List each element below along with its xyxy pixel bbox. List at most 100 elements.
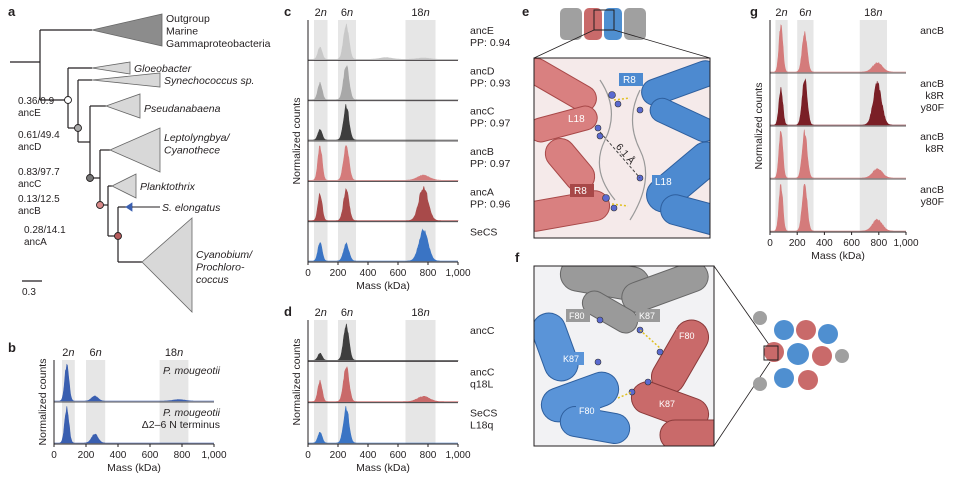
clade-label: Prochloro- [196,262,245,274]
series-histogram [770,78,906,126]
clade-outgroup [91,13,163,47]
node-support: 0.83/97.7 [18,167,60,178]
x-tick-label: 800 [870,238,887,249]
series-label: k8R [925,143,944,155]
oligomer-label: 6n [89,347,101,359]
series-histogram [770,183,906,232]
x-tick-label: 200 [78,450,95,461]
series-histogram [308,406,458,444]
residue-label: L18 [655,177,672,188]
y-axis-label: Normalized counts [753,83,765,170]
clade-label: Gammaproteobacteria [166,38,271,50]
residue-label: K87 [659,399,675,409]
tree-clades [91,13,193,313]
x-tick-label: 800 [174,450,191,461]
clade-label: Synechococcus sp. [164,75,254,87]
assembly-thumbnail-f [753,311,849,391]
panel-g: g 2n 6n 18nancBancBk8Ry80FancBk8RancBy80F0… [750,4,944,262]
clade-label: Leptolyngbya/ [164,132,230,144]
x-tick-label: 200 [789,238,806,249]
node-support: 0.36/0.9 [18,96,55,107]
clade-label: Marine [166,26,198,38]
series-label: ancD [470,65,495,77]
series-label: L18q [470,420,494,432]
x-tick-label: 800 [420,450,437,461]
series-label: ancC [470,106,495,118]
clade-label: coccus [196,274,229,286]
panel-e-label: e [522,4,529,19]
series-label: PP: 0.93 [470,77,510,89]
x-tick-label: 1,000 [445,450,470,461]
residue-label: F80 [679,331,695,341]
x-tick-label: 400 [360,268,377,279]
x-tick-label: 1,000 [201,450,226,461]
oligomer-label: 6n [799,7,811,19]
residue-label: K87 [639,311,655,321]
residue-label: R8 [574,186,587,197]
series-label: PP: 0.97 [470,158,510,170]
panel-d-label: d [284,304,292,319]
structure-view-f [534,266,714,446]
series-histogram [307,65,459,100]
oligomer-region [405,320,436,444]
series-histogram [307,366,459,402]
series-histogram [308,228,458,262]
series-label: ancC [470,325,495,337]
series-histogram [54,406,214,444]
tree-node [96,201,104,209]
x-tick-label: 0 [51,450,57,461]
clade-label: Outgroup [166,13,210,25]
x-tick-label: 600 [390,268,407,279]
series-label: ancE [470,25,494,37]
oligomer-label: 6n [341,7,353,19]
node-name: ancA [24,237,47,248]
clade-label: S. elongatus [162,202,221,214]
residue-label: R8 [623,75,636,86]
series-histogram [307,186,459,221]
clade-label: Gloeobacter [134,63,192,75]
series-label: SeCS [470,227,497,239]
oligomer-label: 18n [165,347,183,359]
node-name: ancB [18,206,41,217]
residue-label: F80 [579,406,595,416]
node-support: 0.61/49.4 [18,130,60,141]
series-histogram [54,363,214,402]
x-tick-label: 1,000 [893,238,918,249]
residue-label: L18 [568,114,585,125]
oligomer-label: 18n [411,7,429,19]
series-label: PP: 0.94 [470,37,510,49]
panel-f-label: f [515,250,520,265]
clade-pseudanabaena [104,93,141,119]
series-label: ancB [920,184,944,196]
series-histogram [307,323,459,361]
x-axis-label: Mass (kDa) [107,462,161,474]
x-tick-label: 400 [816,238,833,249]
series-label: ancA [470,186,494,198]
oligomer-region [314,320,328,444]
node-support: 0.13/12.5 [18,194,60,205]
y-axis-label: Normalized counts [291,339,303,426]
clade-label: Cyanothece [164,145,220,157]
series-label: ancB [470,146,494,158]
node-support: 0.28/14.1 [24,225,66,236]
residue-label: F80 [569,311,585,321]
series-label: ancC [470,366,495,378]
clade-s-elongatus [125,202,133,212]
x-tick-label: 600 [142,450,159,461]
x-tick-label: 600 [843,238,860,249]
series-label: y80F [921,196,944,208]
x-axis-label: Mass (kDa) [356,462,410,474]
series-histogram [770,24,906,73]
clade-label: Planktothrix [140,181,196,193]
series-label: y80F [921,102,944,114]
series-label: SeCS [470,408,497,420]
tree-node [64,96,72,104]
panel-a-label: a [8,4,16,19]
x-tick-label: 200 [330,450,347,461]
oligomer-label: 18n [864,7,882,19]
series-label: ancB [920,78,944,90]
x-axis-label: Mass (kDa) [356,280,410,292]
y-axis-label: Normalized counts [37,359,49,446]
series-histogram [770,129,906,179]
